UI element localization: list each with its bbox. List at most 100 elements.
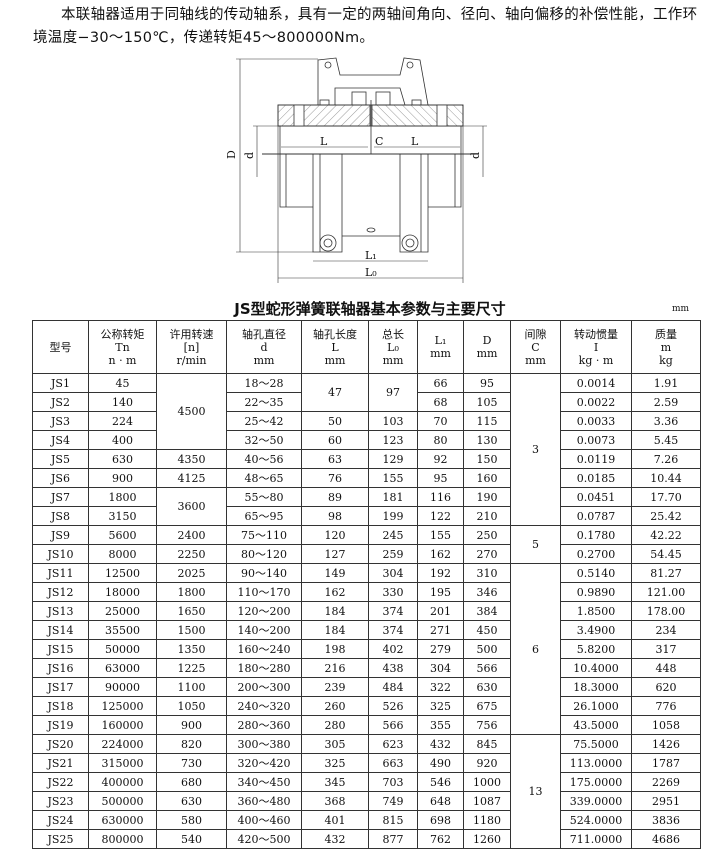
table-row: JS8 3150 65～95 98 199 122 210 0.0787 25.42 bbox=[32, 506, 701, 526]
header-line: mm bbox=[430, 347, 451, 360]
cell-torque: 1800 bbox=[88, 487, 157, 507]
coupling-drawing: D d d L C L L₁ L₀ bbox=[225, 57, 487, 283]
table-row: JS25 800000 540 420～500 432 877 762 1260 711.000… bbox=[32, 829, 701, 849]
cell-outer-diameter: 190 bbox=[463, 487, 511, 507]
cell-bore-length: 305 bbox=[301, 734, 369, 754]
cell-speed: 630 bbox=[156, 791, 227, 811]
cell-model: JS20 bbox=[32, 734, 89, 754]
cell-bore-diameter: 300～380 bbox=[226, 734, 302, 754]
cell-model: JS6 bbox=[32, 468, 89, 488]
cell-mass: 54.45 bbox=[631, 544, 701, 564]
cell-bore-length: 63 bbox=[301, 449, 369, 469]
cell-model: JS7 bbox=[32, 487, 89, 507]
table-row: JS18 125000 1050 240～320 260 526 325 675 26.1000… bbox=[32, 696, 701, 716]
cell-l1: 325 bbox=[417, 696, 464, 716]
cell-torque: 8000 bbox=[88, 544, 157, 564]
table-row: JS17 90000 1100 200～300 239 484 322 630 18.3000 6… bbox=[32, 677, 701, 697]
cell-bore-diameter: 65～95 bbox=[226, 506, 302, 526]
cell-mass: 776 bbox=[631, 696, 701, 716]
cell-l1: 195 bbox=[417, 582, 464, 602]
cell-bore-diameter: 110～170 bbox=[226, 582, 302, 602]
cell-total-length: 199 bbox=[368, 506, 418, 526]
cell-inertia: 43.5000 bbox=[560, 715, 632, 735]
cell-total-length: 129 bbox=[368, 449, 418, 469]
cell-bore-length: 280 bbox=[301, 715, 369, 735]
cell-torque: 630000 bbox=[88, 810, 157, 830]
cell-bore-length: 149 bbox=[301, 563, 369, 583]
cell-l1: 279 bbox=[417, 639, 464, 659]
cell-bore-length: 368 bbox=[301, 791, 369, 811]
cell-inertia: 0.0022 bbox=[560, 392, 632, 412]
cell-bore-length: 239 bbox=[301, 677, 369, 697]
cell-inertia: 3.4900 bbox=[560, 620, 632, 640]
header-mass: 质量 m kg bbox=[631, 320, 701, 374]
cell-model: JS25 bbox=[32, 829, 89, 849]
cell-total-length: 623 bbox=[368, 734, 418, 754]
cell-inertia: 0.0787 bbox=[560, 506, 632, 526]
cell-l1: 162 bbox=[417, 544, 464, 564]
cell-outer-diameter: 160 bbox=[463, 468, 511, 488]
cell-bore-diameter: 180～280 bbox=[226, 658, 302, 678]
dim-L-right-label: L bbox=[411, 135, 419, 148]
cell-total-length: 123 bbox=[368, 430, 418, 450]
cell-torque: 5600 bbox=[88, 525, 157, 545]
cell-bore-diameter: 75～110 bbox=[226, 525, 302, 545]
cell-speed: 820 bbox=[156, 734, 227, 754]
cell-bore-diameter: 90～140 bbox=[226, 563, 302, 583]
header-line: mm bbox=[324, 353, 346, 367]
cell-outer-diameter: 95 bbox=[463, 373, 511, 393]
table-row: JS2 140 22～35 68 105 0.0022 2.59 bbox=[32, 392, 701, 412]
cell-model: JS18 bbox=[32, 696, 89, 716]
cell-model: JS19 bbox=[32, 715, 89, 735]
cell-outer-diameter: 500 bbox=[463, 639, 511, 659]
cell-mass: 3.36 bbox=[631, 411, 701, 431]
table-row: JS16 63000 1225 180～280 216 438 304 566 10.4000 4… bbox=[32, 658, 701, 678]
cell-outer-diameter: 346 bbox=[463, 582, 511, 602]
table-row: JS10 8000 2250 80～120 127 259 162 270 0.2700 54.4… bbox=[32, 544, 701, 564]
cell-mass: 1787 bbox=[631, 753, 701, 773]
cell-speed: 4500 bbox=[156, 373, 227, 450]
cell-total-length: 815 bbox=[368, 810, 418, 830]
table-row: JS11 12500 2025 90～140 149 304 192 310 6 0.5140 81… bbox=[32, 563, 701, 735]
cell-l1: 546 bbox=[417, 772, 464, 792]
cell-inertia: 113.0000 bbox=[560, 753, 632, 773]
cell-torque: 500000 bbox=[88, 791, 157, 811]
cell-l1: 116 bbox=[417, 487, 464, 507]
cell-inertia: 26.1000 bbox=[560, 696, 632, 716]
cell-mass: 5.45 bbox=[631, 430, 701, 450]
cell-total-length: 566 bbox=[368, 715, 418, 735]
cell-speed: 1800 bbox=[156, 582, 227, 602]
cell-mass: 4686 bbox=[631, 829, 701, 849]
cell-bore-length: 401 bbox=[301, 810, 369, 830]
table-row: JS9 5600 2400 75～110 120 245 155 250 5 0.1780 42.2… bbox=[32, 525, 701, 564]
cell-bore-length: 120 bbox=[301, 525, 369, 545]
cell-inertia: 175.0000 bbox=[560, 772, 632, 792]
dim-L-left-label: L bbox=[320, 135, 328, 148]
cell-outer-diameter: 250 bbox=[463, 525, 511, 545]
cell-bore-length: 127 bbox=[301, 544, 369, 564]
cell-outer-diameter: 756 bbox=[463, 715, 511, 735]
cell-model: JS14 bbox=[32, 620, 89, 640]
cell-model: JS16 bbox=[32, 658, 89, 678]
cell-torque: 315000 bbox=[88, 753, 157, 773]
cell-inertia: 0.1780 bbox=[560, 525, 632, 545]
cell-model: JS9 bbox=[32, 525, 89, 545]
cell-model: JS13 bbox=[32, 601, 89, 621]
table-unit: mm bbox=[672, 304, 690, 314]
header-line: 许用转速 bbox=[169, 327, 214, 341]
dim-L1-label: L₁ bbox=[365, 249, 377, 262]
cell-bore-length: 76 bbox=[301, 468, 369, 488]
header-line: 轴孔长度 bbox=[313, 327, 357, 341]
cell-mass: 1.91 bbox=[631, 373, 701, 393]
cell-total-length: 374 bbox=[368, 601, 418, 621]
header-line: L₁ bbox=[434, 334, 447, 347]
cell-gap: 13 bbox=[510, 734, 561, 849]
cell-total-length: 155 bbox=[368, 468, 418, 488]
cell-model: JS11 bbox=[32, 563, 89, 583]
table-row: JS1 45 4500 18～28 47 97 66 95 3 0.0014 1.91 bbox=[32, 373, 701, 526]
cell-bore-diameter: 360～480 bbox=[226, 791, 302, 811]
cell-torque: 45 bbox=[88, 373, 157, 393]
cell-inertia: 0.0073 bbox=[560, 430, 632, 450]
